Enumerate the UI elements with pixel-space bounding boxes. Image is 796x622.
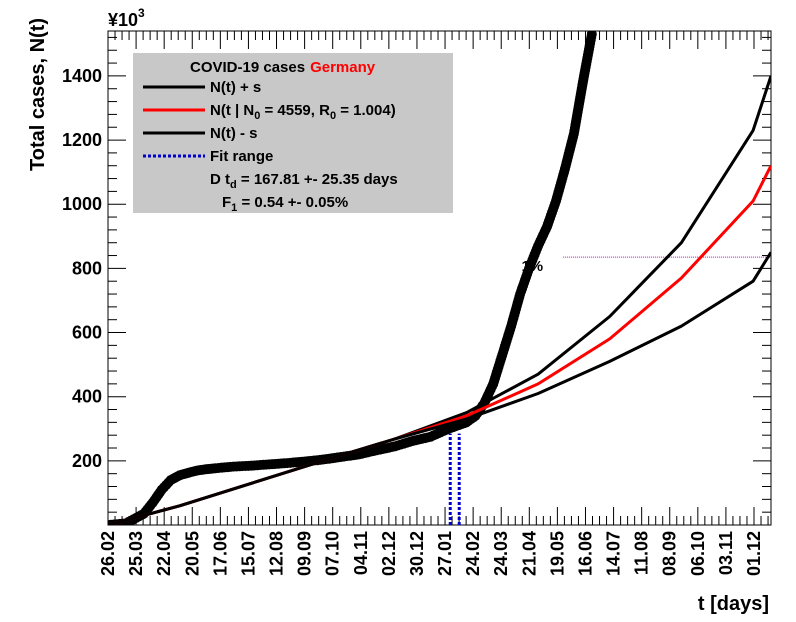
y-multiplier: ¥103 bbox=[108, 6, 145, 30]
x-tick-label: 26.02 bbox=[98, 531, 118, 576]
y-tick-label: 800 bbox=[72, 258, 102, 278]
x-axis: 26.02 25.03 22.04 20.05 17.06 15.07 12.08 09.09… bbox=[98, 31, 769, 576]
legend-entry-upper: N(t) + s bbox=[210, 79, 261, 96]
legend-entry-range: Fit range bbox=[210, 148, 273, 165]
data-point bbox=[586, 31, 597, 40]
x-tick-label: 01.12 bbox=[744, 531, 764, 576]
y-tick-label: 1400 bbox=[62, 66, 102, 86]
y-tick-label: 1000 bbox=[62, 194, 102, 214]
x-tick-label: 21.04 bbox=[519, 531, 539, 576]
legend-stat-td-sub: d bbox=[230, 179, 237, 191]
x-tick-label: 24.03 bbox=[491, 531, 511, 576]
plot-frame bbox=[107, 30, 772, 526]
x-tick-label: 25.03 bbox=[126, 531, 146, 576]
y-tick-label: 200 bbox=[72, 451, 102, 471]
y-multiplier-base: ¥10 bbox=[108, 10, 138, 30]
x-tick-label: 11.08 bbox=[632, 531, 652, 575]
x-tick-label: 09.09 bbox=[295, 531, 315, 576]
legend: COVID-19 cases Germany N(t) + s N(t | N0 … bbox=[133, 53, 453, 214]
legend-entry-fit-b: = 4559, R bbox=[260, 102, 330, 119]
legend-entry-fit-a: N(t | N bbox=[210, 102, 254, 119]
legend-title-country: Germany bbox=[310, 59, 376, 76]
legend-stat-f-prefix: F bbox=[222, 194, 231, 211]
x-tick-label: 07.10 bbox=[323, 531, 343, 576]
y-axis: 200 400 600 800 1000 1200 1400 bbox=[62, 36, 771, 513]
series-line-3 bbox=[108, 251, 771, 525]
legend-title: COVID-19 cases Germany bbox=[190, 59, 376, 76]
x-tick-label: 15.07 bbox=[238, 531, 258, 576]
y-tick-label: 400 bbox=[72, 387, 102, 407]
legend-entry-fit-sub: 0 bbox=[254, 110, 260, 122]
legend-stat-td-value: = 167.81 +- 25.35 days bbox=[237, 171, 398, 188]
series-group bbox=[108, 31, 771, 525]
legend-stat-f-sub: 1 bbox=[231, 202, 237, 214]
legend-entry-fit-c: = 1.004) bbox=[336, 102, 396, 119]
legend-entry-fit-sub2: 0 bbox=[330, 110, 336, 122]
legend-stat-td-prefix: D t bbox=[210, 171, 230, 188]
x-tick-label: 19.05 bbox=[547, 531, 567, 576]
x-tick-label: 22.04 bbox=[154, 531, 174, 576]
y-multiplier-exp: 3 bbox=[138, 6, 145, 20]
x-tick-label: 03.11 bbox=[716, 531, 736, 575]
y-axis-title: Total cases, N(t) bbox=[27, 18, 49, 171]
y-tick-label: 600 bbox=[72, 323, 102, 343]
x-tick-label: 30.12 bbox=[407, 531, 427, 576]
x-tick-label: 27.01 bbox=[435, 531, 455, 576]
x-tick-label: 06.10 bbox=[688, 531, 708, 576]
x-tick-label: 20.05 bbox=[182, 531, 202, 576]
x-tick-label: 08.09 bbox=[660, 531, 680, 576]
legend-title-prefix: COVID-19 cases bbox=[190, 59, 305, 76]
x-axis-title: t [days] bbox=[698, 593, 769, 615]
legend-entry-lower: N(t) - s bbox=[210, 125, 258, 142]
x-tick-label: 12.08 bbox=[267, 531, 287, 576]
x-tick-label: 04.11 bbox=[351, 531, 371, 575]
x-tick-label: 17.06 bbox=[210, 531, 230, 576]
x-tick-label: 16.06 bbox=[575, 531, 595, 576]
legend-stat-td: D td = 167.81 +- 25.35 days bbox=[210, 171, 398, 191]
x-tick-label: 02.12 bbox=[379, 531, 399, 576]
plot-border bbox=[107, 30, 772, 526]
legend-entry-fit: N(t | N0 = 4559, R0 = 1.004) bbox=[210, 102, 396, 122]
legend-stat-f-value: = 0.54 +- 0.05% bbox=[237, 194, 348, 211]
x-tick-label: 24.02 bbox=[463, 531, 483, 576]
legend-stat-f: F1 = 0.54 +- 0.05% bbox=[222, 194, 348, 214]
fit-range bbox=[448, 433, 461, 525]
y-tick-label: 1200 bbox=[62, 130, 102, 150]
x-tick-label: 14.07 bbox=[604, 531, 624, 576]
